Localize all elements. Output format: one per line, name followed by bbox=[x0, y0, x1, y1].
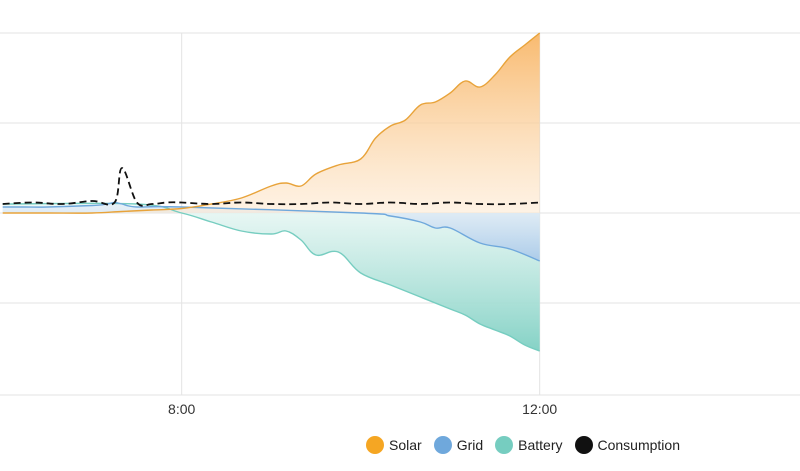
series-lines bbox=[2, 32, 541, 352]
grid-swatch-icon bbox=[433, 436, 452, 454]
legend-item-consumption[interactable]: Consumption bbox=[574, 436, 681, 454]
series-areas bbox=[2, 33, 540, 351]
x-tick-label: 8:00 bbox=[168, 401, 195, 417]
battery-line bbox=[2, 202, 540, 352]
legend-label-battery: Battery bbox=[518, 437, 563, 453]
x-tick-label: 12:00 bbox=[522, 401, 557, 417]
battery-area bbox=[2, 203, 540, 351]
legend-item-solar[interactable]: Solar bbox=[366, 436, 422, 454]
legend-label-solar: Solar bbox=[389, 437, 422, 453]
solar-swatch-icon bbox=[366, 436, 384, 454]
legend-label-consumption: Consumption bbox=[597, 437, 681, 453]
battery-swatch-icon bbox=[495, 436, 514, 454]
legend-item-grid[interactable]: Grid bbox=[433, 436, 484, 454]
grid-line bbox=[2, 201, 540, 262]
solar-area bbox=[2, 33, 540, 214]
legend-label-grid: Grid bbox=[456, 437, 484, 453]
grid-area bbox=[2, 202, 540, 261]
legend: Solar Grid Battery Consumption bbox=[366, 436, 692, 454]
consumption-line bbox=[2, 167, 540, 207]
x-axis-ticks: 8:00 12:00 bbox=[168, 401, 557, 417]
consumption-swatch-icon bbox=[574, 436, 593, 454]
solar-line bbox=[2, 32, 541, 214]
legend-item-battery[interactable]: Battery bbox=[495, 436, 563, 454]
